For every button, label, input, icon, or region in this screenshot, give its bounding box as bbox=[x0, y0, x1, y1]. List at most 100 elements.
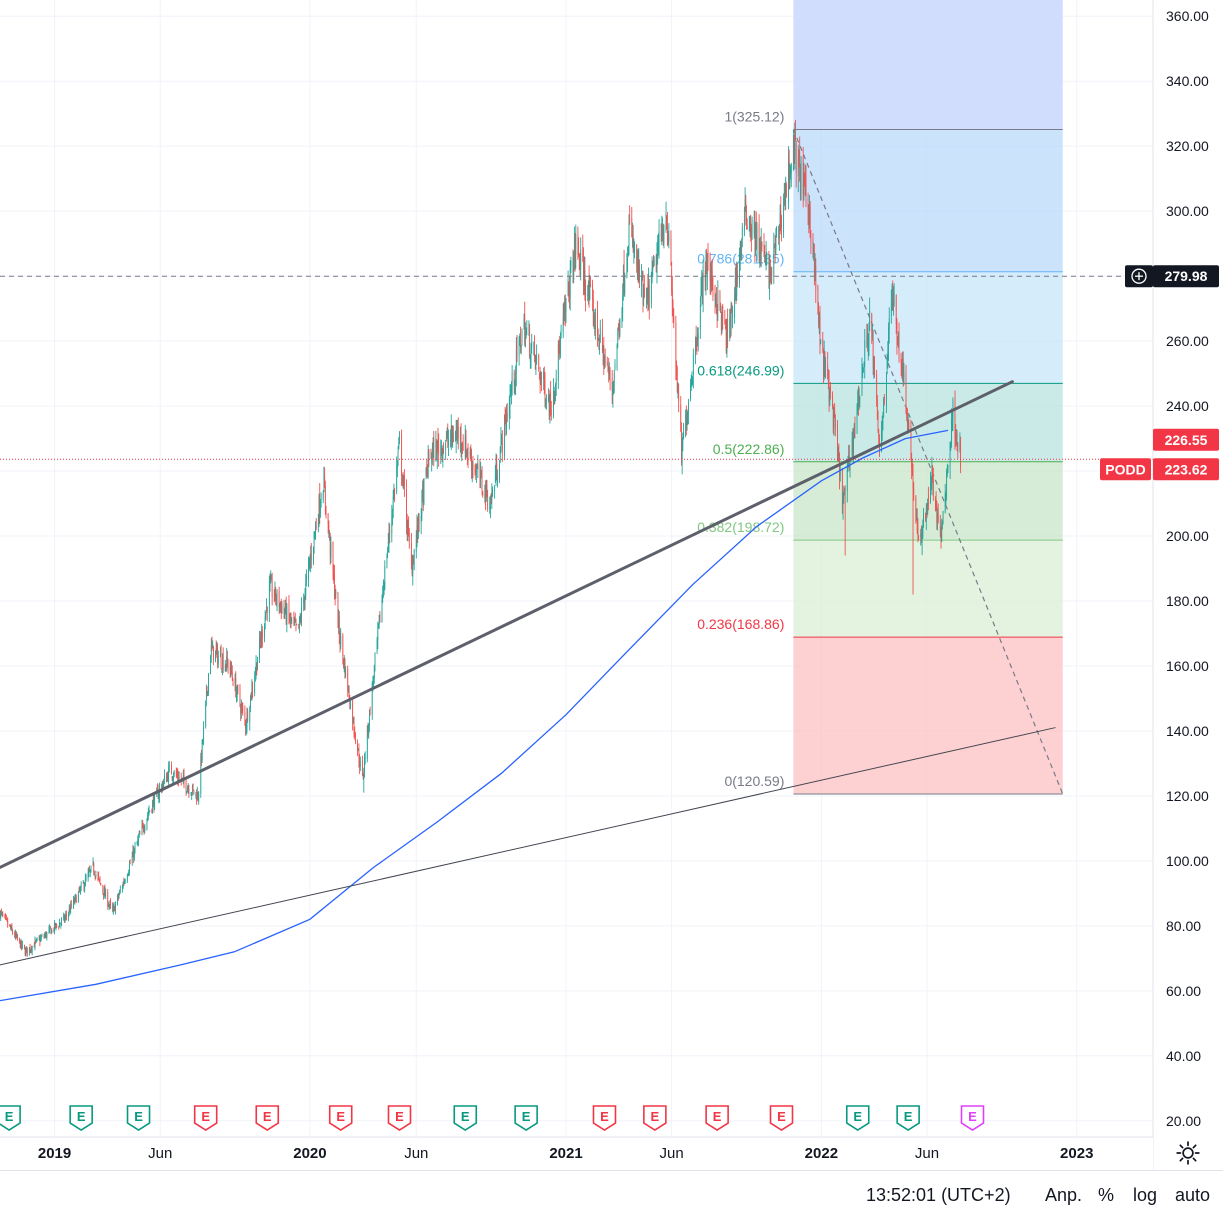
candle-body bbox=[468, 454, 469, 457]
candle-body bbox=[19, 938, 20, 940]
candle-body bbox=[820, 339, 821, 343]
candle-body bbox=[517, 345, 518, 360]
candle-body bbox=[203, 726, 204, 739]
earnings-event-marker[interactable]: E bbox=[388, 1106, 410, 1130]
time-tick-label: Jun bbox=[148, 1145, 172, 1162]
candle-body bbox=[37, 939, 38, 940]
auto-toggle[interactable]: auto bbox=[1175, 1185, 1210, 1206]
candle-body bbox=[629, 220, 630, 221]
earnings-event-marker[interactable]: E bbox=[454, 1106, 476, 1130]
earnings-event-marker[interactable]: E bbox=[195, 1106, 217, 1130]
candle-body bbox=[198, 792, 199, 801]
earnings-event-marker[interactable]: E bbox=[770, 1106, 792, 1130]
candle-body bbox=[566, 300, 567, 310]
bottom-toolbar: 13:52:01 (UTC+2) Anp. % log auto bbox=[0, 1170, 1223, 1219]
candle-body bbox=[908, 423, 909, 428]
candle-body bbox=[649, 286, 650, 308]
ma-price-label: 226.55 bbox=[1165, 432, 1208, 448]
candle-body bbox=[306, 576, 307, 580]
fibonacci-retracement[interactable]: 1(325.12)0.786(281.35)0.618(246.99)0.5(2… bbox=[697, 0, 1063, 794]
candle-body bbox=[659, 231, 660, 251]
price-chart[interactable]: 1(325.12)0.786(281.35)0.618(246.99)0.5(2… bbox=[0, 0, 1223, 1170]
candle-body bbox=[331, 543, 332, 558]
candle-body bbox=[61, 919, 62, 922]
price-tick-label: 180.00 bbox=[1166, 593, 1209, 609]
candle-body bbox=[536, 357, 537, 359]
candle-body bbox=[50, 926, 51, 929]
candle-body bbox=[497, 477, 498, 482]
candle-body bbox=[76, 896, 77, 903]
candle-body bbox=[546, 401, 547, 402]
candle-body bbox=[529, 328, 530, 357]
candle-body bbox=[286, 605, 287, 624]
candle-body bbox=[700, 305, 701, 329]
candle-body bbox=[401, 434, 402, 476]
earnings-badge-letter: E bbox=[77, 1109, 86, 1124]
adjust-toggle[interactable]: Anp. bbox=[1045, 1185, 1082, 1206]
time-tick-label: 2021 bbox=[549, 1145, 582, 1162]
candle-body bbox=[221, 653, 222, 668]
candle-body bbox=[296, 624, 297, 625]
candle-body bbox=[375, 654, 376, 664]
candle-body bbox=[551, 410, 552, 415]
earnings-badge-letter: E bbox=[600, 1109, 609, 1124]
earnings-event-marker[interactable]: E bbox=[644, 1106, 666, 1130]
candle-body bbox=[913, 489, 914, 494]
candle-body bbox=[389, 531, 390, 533]
candle-body bbox=[125, 881, 126, 882]
candle-body bbox=[883, 419, 884, 420]
earnings-event-marker[interactable]: E bbox=[70, 1106, 92, 1130]
earnings-event-marker[interactable]: E bbox=[0, 1106, 20, 1130]
candle-body bbox=[51, 929, 52, 933]
candle-body bbox=[791, 165, 792, 175]
earnings-event-marker[interactable]: E bbox=[593, 1106, 615, 1130]
candle-body bbox=[213, 646, 214, 660]
candle-body bbox=[531, 341, 532, 348]
candle-body bbox=[771, 267, 772, 275]
candle-body bbox=[815, 266, 816, 289]
candle-body bbox=[193, 790, 194, 794]
candle-body bbox=[615, 364, 616, 369]
earnings-event-marker[interactable]: E bbox=[256, 1106, 278, 1130]
candle-body bbox=[874, 360, 875, 370]
candle-body bbox=[129, 864, 130, 871]
earnings-event-marker[interactable]: E bbox=[128, 1106, 150, 1130]
candle-body bbox=[6, 916, 7, 918]
clock-readout[interactable]: 13:52:01 (UTC+2) bbox=[866, 1185, 1011, 1206]
candle-body bbox=[102, 886, 103, 892]
candle-body bbox=[41, 937, 42, 939]
earnings-event-marker[interactable]: E bbox=[847, 1106, 869, 1130]
candle-body bbox=[149, 811, 150, 812]
settings-gear-icon[interactable] bbox=[1175, 1140, 1201, 1166]
price-tick-label: 120.00 bbox=[1166, 788, 1209, 804]
candle-body bbox=[130, 863, 131, 864]
candle-body bbox=[744, 212, 745, 230]
earnings-event-marker[interactable]: E bbox=[330, 1106, 352, 1130]
candle-body bbox=[899, 331, 900, 356]
candle-body bbox=[886, 373, 887, 406]
percent-toggle[interactable]: % bbox=[1098, 1185, 1114, 1206]
candle-body bbox=[360, 761, 361, 766]
candle-body bbox=[634, 244, 635, 250]
earnings-badge-letter: E bbox=[336, 1109, 345, 1124]
candle-body bbox=[66, 915, 67, 917]
candle-body bbox=[438, 444, 439, 455]
earnings-event-marker[interactable]: E bbox=[706, 1106, 728, 1130]
candle-body bbox=[720, 306, 721, 313]
candle-body bbox=[639, 265, 640, 281]
earnings-event-marker[interactable]: E bbox=[515, 1106, 537, 1130]
candle-body bbox=[321, 501, 322, 503]
earnings-event-marker[interactable]: E bbox=[897, 1106, 919, 1130]
candle-body bbox=[277, 591, 278, 603]
log-toggle[interactable]: log bbox=[1133, 1185, 1157, 1206]
earnings-event-marker[interactable]: E bbox=[961, 1106, 983, 1130]
candle-body bbox=[732, 314, 733, 317]
candle-body bbox=[801, 161, 802, 194]
candle-body bbox=[7, 921, 8, 925]
candle-body bbox=[703, 267, 704, 305]
candle-body bbox=[894, 293, 895, 304]
candle-body bbox=[938, 513, 939, 522]
candle-body bbox=[399, 437, 400, 441]
candle-body bbox=[561, 329, 562, 336]
